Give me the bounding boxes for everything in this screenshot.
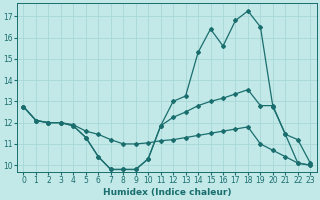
X-axis label: Humidex (Indice chaleur): Humidex (Indice chaleur) xyxy=(103,188,231,197)
